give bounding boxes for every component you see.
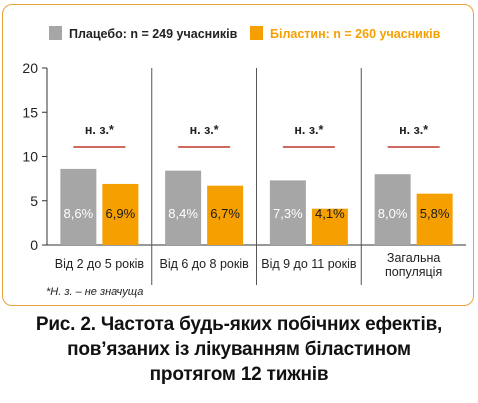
x-category-label: Від 6 до 8 років [160,257,250,271]
x-category-label: Від 9 до 11 років [261,257,357,271]
bar-chart: Плацебо: n = 249 учасників Біластин: n = … [22,26,466,285]
placebo-value-label: 8,6% [64,206,94,221]
x-category-label: Від 2 до 5 років [55,257,145,271]
y-tick-label: 20 [22,60,38,76]
bilastine-bar [416,193,453,245]
placebo-value-label: 8,4% [168,206,198,221]
legend-swatch [250,26,263,40]
legend-label: Плацебо: n = 249 учасників [69,27,238,41]
placebo-value-label: 8,0% [378,206,408,221]
significance-label: н. з.* [190,123,219,137]
footnote: *Н. з. – не значуща [46,286,144,298]
y-tick-label: 0 [30,237,38,253]
chart-frame [2,4,474,306]
bilastine-value-label: 5,8% [420,206,450,221]
significance-label: н. з.* [85,123,114,137]
y-tick-label: 10 [22,149,38,165]
bilastine-value-label: 6,7% [210,206,240,221]
placebo-bar [60,168,97,245]
placebo-bar [269,180,306,245]
placebo-value-label: 7,3% [273,206,303,221]
figure-caption: Рис. 2. Частота будь-яких побічних ефект… [0,312,478,387]
bilastine-bar [207,185,244,245]
bilastine-value-label: 4,1% [315,206,345,221]
y-tick-label: 15 [22,104,38,120]
bilastine-bar [311,208,348,245]
caption-line-1: Рис. 2. Частота будь-яких побічних ефект… [35,314,443,335]
x-category-label: Загальна [387,251,440,265]
x-category-label: популяція [385,265,442,279]
significance-label: н. з.* [294,123,323,137]
bilastine-value-label: 6,9% [106,206,136,221]
placebo-bar [374,174,411,245]
placebo-bar [165,170,202,245]
significance-label: н. з.* [399,123,428,137]
caption-line-2: пов’язаних із лікуванням біластином [67,339,411,360]
legend-swatch [49,26,62,40]
y-tick-label: 5 [30,193,38,209]
bilastine-bar [102,183,139,245]
legend-label: Біластин: n = 260 учасників [270,27,441,41]
caption-line-3: протягом 12 тижнів [149,364,329,385]
